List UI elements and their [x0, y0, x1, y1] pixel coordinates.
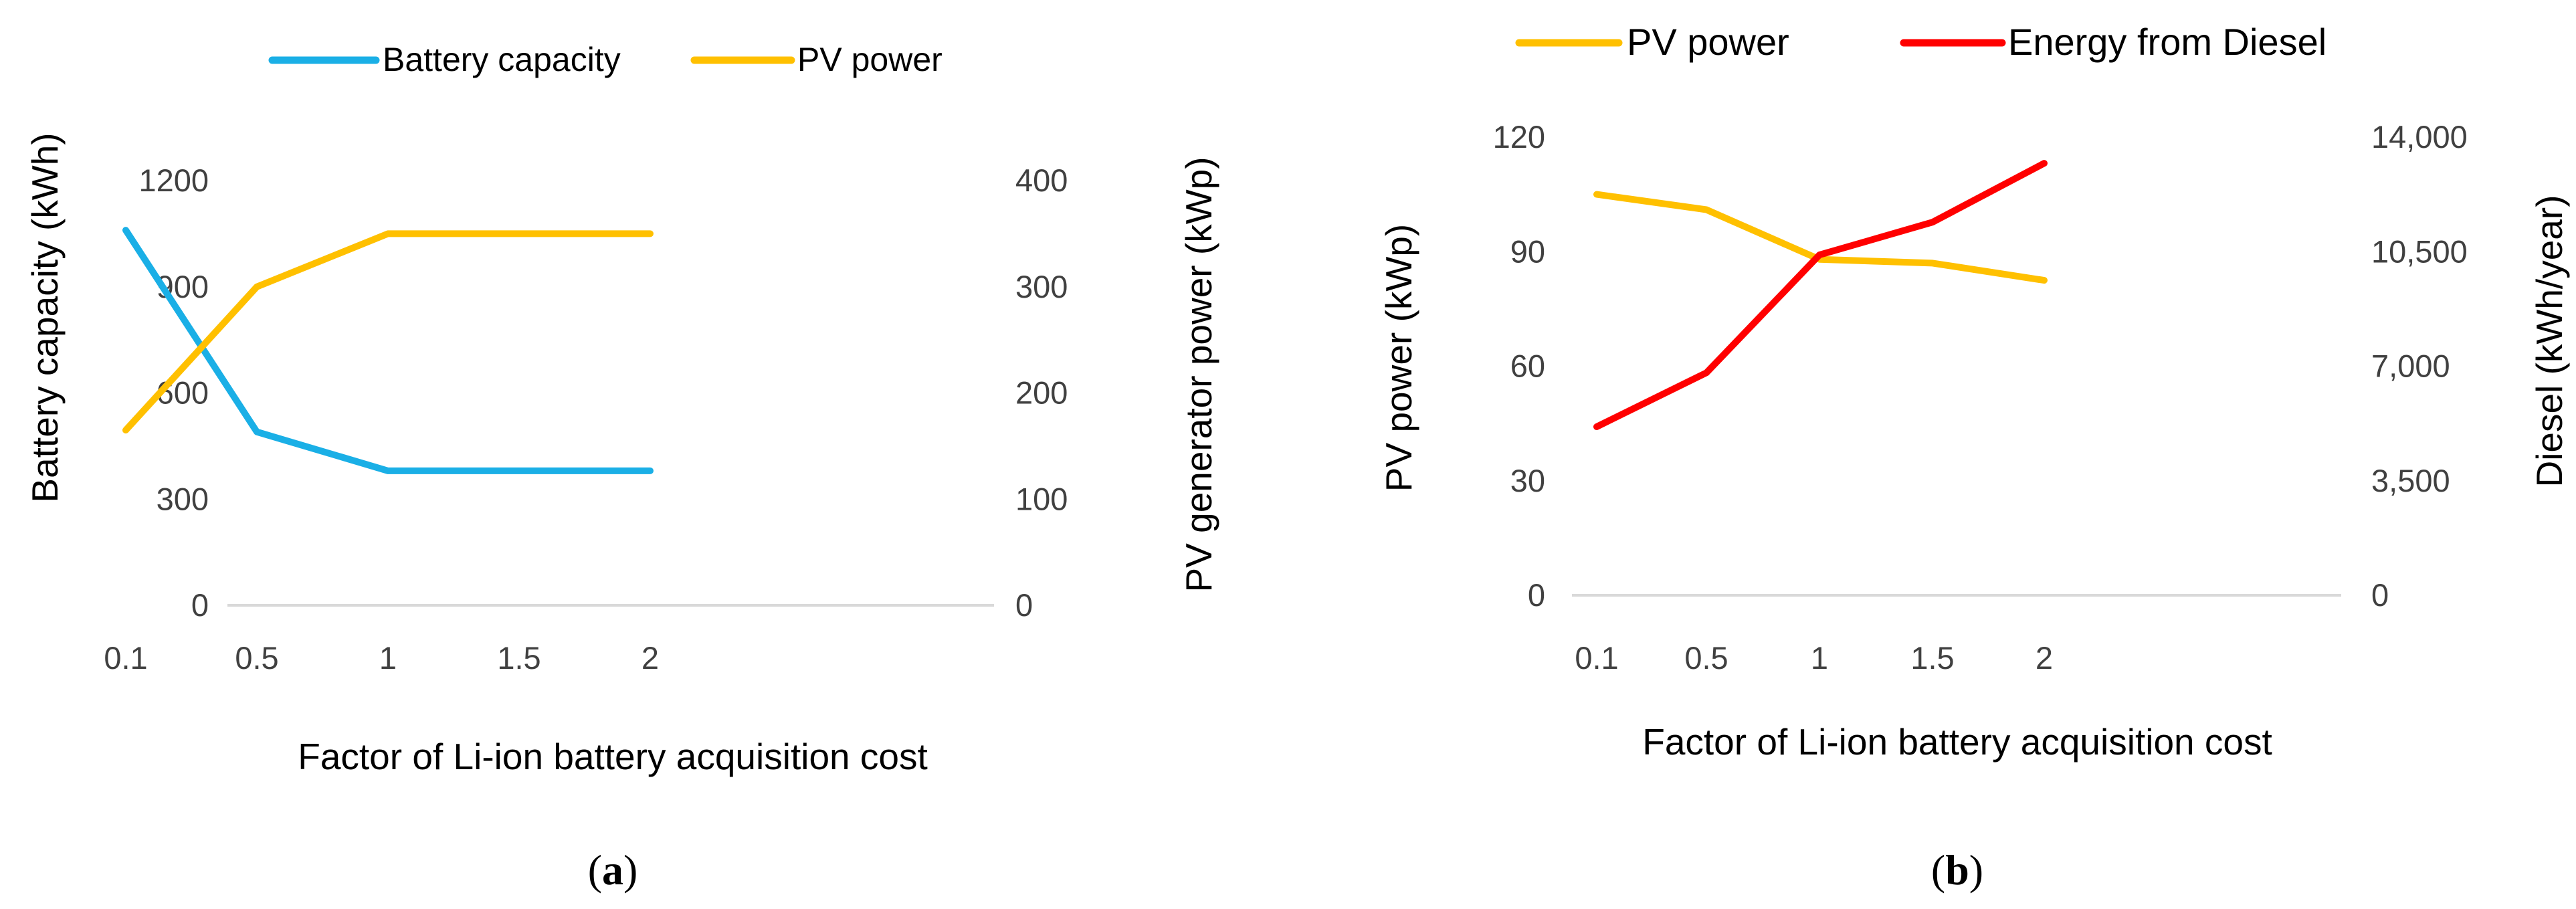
chart-a: Battery capacity PV power Battery capaci…	[24, 41, 1219, 894]
chart-a-y-tick-right: 400	[1015, 163, 1068, 198]
chart-b-y-tick-left: 30	[1510, 463, 1545, 498]
chart-a-legend-label-battery-capacity: Battery capacity	[383, 41, 621, 78]
chart-b-y-axis-title-left: PV power (kWp)	[1378, 224, 1419, 492]
chart-b-legend: PV power Energy from Diesel	[1515, 21, 2326, 63]
chart-a-y-tick-left: 0	[191, 587, 209, 623]
chart-b-y-tick-left: 0	[1528, 577, 1545, 613]
chart-a-series	[122, 227, 654, 474]
chart-b-panel-label: (b)	[1931, 846, 1983, 894]
chart-a-y-tick-right: 100	[1015, 481, 1068, 516]
chart-b-y-tick-right: 14,000	[2371, 119, 2468, 155]
chart-a-legend: Battery capacity PV power	[268, 41, 943, 78]
chart-a-x-tick: 0.5	[235, 640, 278, 676]
chart-a-y-tick-right: 300	[1015, 269, 1068, 304]
chart-a-y-tick-right: 0	[1015, 587, 1033, 623]
chart-a-series-line-battery-capacity	[122, 227, 654, 474]
chart-b-x-tick: 2	[2036, 640, 2053, 676]
chart-a-panel-label: (a)	[588, 846, 638, 894]
chart-a-y-tick-left: 600	[157, 375, 209, 411]
chart-b-y-tick-left: 120	[1493, 119, 1545, 155]
chart-a-x-ticks: 0.1 0.5 1 1.5 2	[104, 640, 659, 676]
chart-b-series-line-pv-power	[1593, 191, 2048, 284]
chart-a-y-tick-left: 300	[157, 481, 209, 516]
chart-b: PV power Energy from Diesel PV power (kW…	[1378, 21, 2570, 894]
chart-a-y-tick-left: 1200	[138, 163, 209, 198]
chart-b-x-tick: 0.1	[1575, 640, 1618, 676]
chart-b-x-tick: 0.5	[1684, 640, 1728, 676]
chart-b-y-tick-right: 0	[2371, 577, 2389, 613]
chart-b-x-axis-title: Factor of Li-ion battery acquisition cos…	[1642, 721, 2272, 763]
chart-b-y-tick-right: 3,500	[2371, 463, 2450, 498]
chart-b-y-tick-left: 90	[1510, 233, 1545, 269]
chart-b-y-tick-right: 10,500	[2371, 233, 2468, 269]
chart-b-y-tick-left: 60	[1510, 348, 1545, 384]
chart-a-y-axis-title-right: PV generator power (kWp)	[1178, 157, 1219, 592]
chart-a-x-tick: 1	[379, 640, 397, 676]
chart-b-series	[1593, 160, 2048, 430]
chart-b-y-ticks-left: 0 30 60 90 120	[1493, 119, 1545, 613]
chart-a-x-axis-title: Factor of Li-ion battery acquisition cos…	[298, 736, 928, 777]
chart-a-legend-label-pv-power: PV power	[797, 41, 943, 78]
chart-b-x-tick: 1	[1811, 640, 1828, 676]
chart-b-series-line-energy-from-diesel	[1593, 160, 2048, 430]
chart-b-y-tick-right: 7,000	[2371, 348, 2450, 384]
chart-a-y-tick-right: 200	[1015, 375, 1068, 411]
chart-b-x-tick: 1.5	[1910, 640, 1954, 676]
chart-a-y-ticks-right: 0 100 200 300 400	[1015, 163, 1068, 623]
chart-a-x-tick: 1.5	[497, 640, 540, 676]
chart-b-legend-label-pv-power: PV power	[1627, 21, 1789, 63]
chart-b-x-ticks: 0.1 0.5 1 1.5 2	[1575, 640, 2053, 676]
chart-a-x-tick: 0.1	[104, 640, 147, 676]
chart-b-y-ticks-right: 0 3,500 7,000 10,500 14,000	[2371, 119, 2468, 613]
chart-a-x-tick: 2	[641, 640, 659, 676]
chart-a-y-axis-title-left: Battery capacity (kWh)	[24, 132, 66, 502]
chart-b-y-axis-title-right: Diesel (kWh/year)	[2529, 195, 2570, 487]
chart-b-legend-label-energy-from-diesel: Energy from Diesel	[2008, 21, 2326, 63]
chart-a-series-line-pv-power	[122, 230, 654, 434]
